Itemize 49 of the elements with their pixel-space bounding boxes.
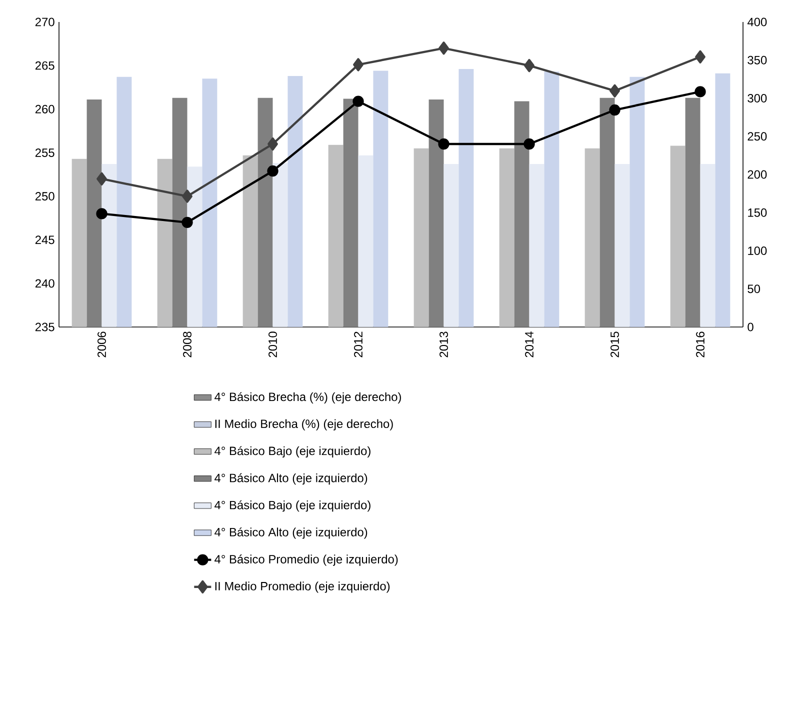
point [182, 190, 192, 203]
legend-label: 4° Básico Promedio (eje izquierdo) [214, 554, 398, 566]
x-tick-label: 2010 [268, 332, 277, 358]
point [695, 50, 706, 64]
y2-tick-label: 200 [748, 170, 767, 179]
legend-label: 4° Básico Alto (eje izquierdo) [214, 473, 368, 485]
y-tick-label: 260 [35, 104, 54, 114]
point [268, 137, 278, 151]
y-tick-label: 265 [35, 61, 54, 70]
y2-tick-label: 100 [748, 246, 767, 255]
point [524, 59, 534, 72]
point [96, 208, 108, 220]
y2-tick-label: 0 [748, 322, 754, 332]
x-tick-label: 2006 [98, 332, 106, 358]
y2-tick-label: 400 [747, 18, 767, 26]
x-tick-label: 2012 [354, 332, 362, 358]
legend-label: 4° Básico Brecha (%) (eje derecho) [214, 392, 401, 404]
y2-tick-label: 350 [748, 56, 767, 64]
y-tick-label: 240 [35, 279, 54, 288]
x-tick-label: 2014 [525, 332, 534, 358]
legend-label: 4° Básico Bajo (eje izquierdo) [214, 500, 370, 512]
point [267, 165, 278, 177]
legend-label: 4° Básico Bajo (eje izquierdo) [214, 446, 370, 458]
point [438, 138, 450, 150]
y2-tick-label: 150 [748, 208, 767, 217]
point [182, 216, 193, 228]
point [694, 86, 706, 98]
y-tick-label: 235 [35, 322, 54, 332]
point [353, 58, 364, 72]
y-tick-label: 245 [35, 236, 54, 244]
x-tick-label: 2008 [183, 332, 192, 358]
point [352, 96, 364, 107]
y2-tick-label: 300 [748, 94, 767, 102]
point [438, 42, 449, 55]
x-tick-label: 2016 [696, 332, 704, 358]
y-tick-label: 255 [35, 148, 54, 157]
y2-tick-label: 250 [748, 132, 767, 141]
y2-tick-label: 50 [748, 284, 760, 294]
legend-label: II Medio Brecha (%) (eje derecho) [215, 419, 393, 430]
legend-label: II Medio Promedio (eje izquierdo) [215, 582, 390, 593]
point [96, 172, 107, 186]
point [610, 84, 620, 98]
point [524, 138, 535, 150]
y-tick-label: 270 [35, 18, 54, 26]
point [609, 104, 620, 116]
y-tick-label: 250 [35, 192, 54, 201]
x-tick-label: 2015 [610, 332, 619, 358]
x-tick-label: 2013 [440, 332, 448, 358]
legend-label: 4° Básico Alto (eje izquierdo) [214, 527, 368, 539]
